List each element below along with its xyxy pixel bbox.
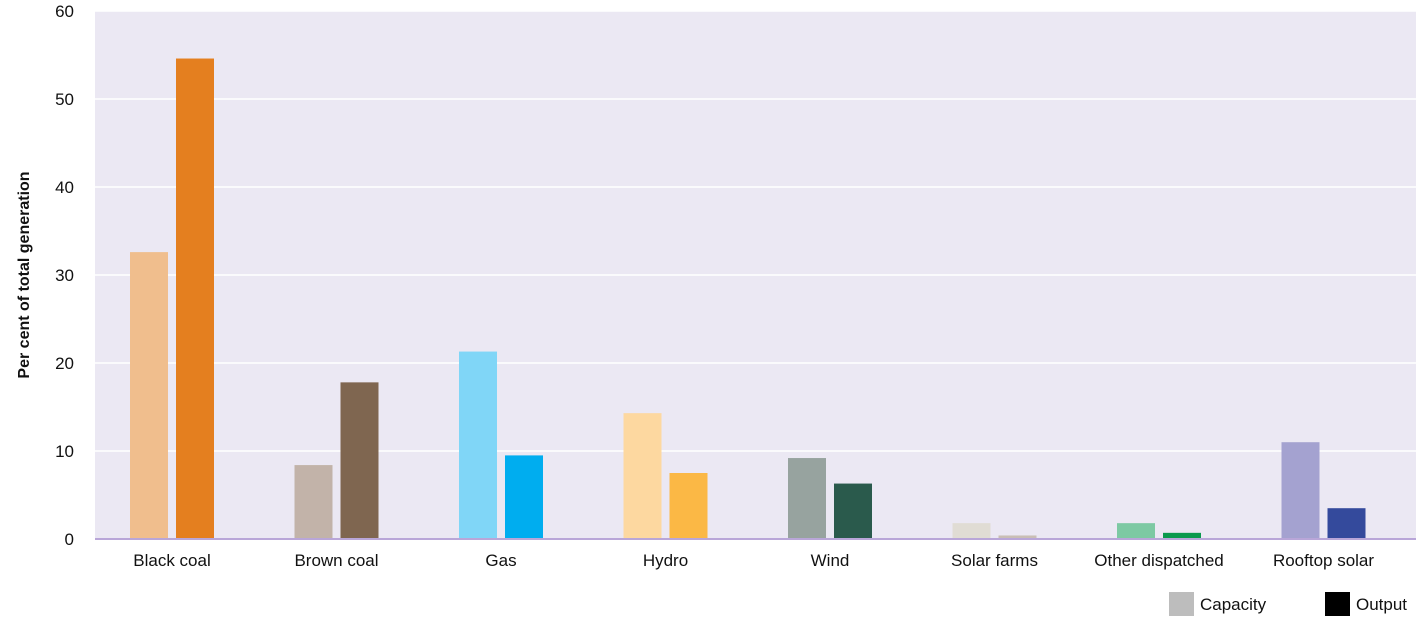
x-category-label: Wind <box>811 551 850 570</box>
y-tick-label: 60 <box>55 2 74 21</box>
legend-swatch-output <box>1325 592 1350 616</box>
x-category-label: Solar farms <box>951 551 1038 570</box>
y-tick-label: 30 <box>55 266 74 285</box>
y-tick-label: 10 <box>55 442 74 461</box>
y-axis-title: Per cent of total generation <box>16 171 33 378</box>
bar-capacity-hydro <box>623 413 662 539</box>
x-category-label: Other dispatched <box>1094 551 1223 570</box>
bar-output-gas <box>505 455 543 539</box>
bar-output-other-dispatched <box>1163 532 1201 539</box>
bar-output-solar-farms <box>998 535 1037 539</box>
y-tick-label: 50 <box>55 90 74 109</box>
x-category-label: Black coal <box>133 551 210 570</box>
bar-output-black-coal <box>176 58 214 540</box>
bar-output-wind <box>834 483 872 539</box>
legend-swatch-capacity <box>1169 592 1194 616</box>
x-category-label: Hydro <box>643 551 688 570</box>
bar-capacity-other-dispatched <box>1117 523 1155 539</box>
x-category-label: Rooftop solar <box>1273 551 1374 570</box>
y-tick-label: 20 <box>55 354 74 373</box>
x-category-label: Brown coal <box>294 551 378 570</box>
legend-label-capacity: Capacity <box>1200 595 1267 614</box>
bar-capacity-black-coal <box>130 252 168 539</box>
bar-capacity-wind <box>788 458 826 539</box>
legend: Capacity Output <box>1169 592 1407 616</box>
gridlines <box>95 10 1416 452</box>
bar-capacity-rooftop-solar <box>1281 442 1320 539</box>
bar-capacity-gas <box>459 351 497 539</box>
x-category-label: Gas <box>485 551 516 570</box>
legend-label-output: Output <box>1356 595 1407 614</box>
bar-output-hydro <box>669 473 708 539</box>
bar-output-rooftop-solar <box>1327 508 1366 539</box>
bar-capacity-brown-coal <box>294 465 333 539</box>
bar-capacity-solar-farms <box>952 523 991 539</box>
y-axis-ticks: 0 10 20 30 40 50 60 <box>55 2 74 549</box>
x-axis-categories: Black coal Brown coal Gas Hydro Wind Solar fa… <box>133 551 1374 570</box>
y-tick-label: 0 <box>65 530 74 549</box>
bar-output-brown-coal <box>340 382 379 539</box>
bars <box>130 58 1366 540</box>
y-tick-label: 40 <box>55 178 74 197</box>
